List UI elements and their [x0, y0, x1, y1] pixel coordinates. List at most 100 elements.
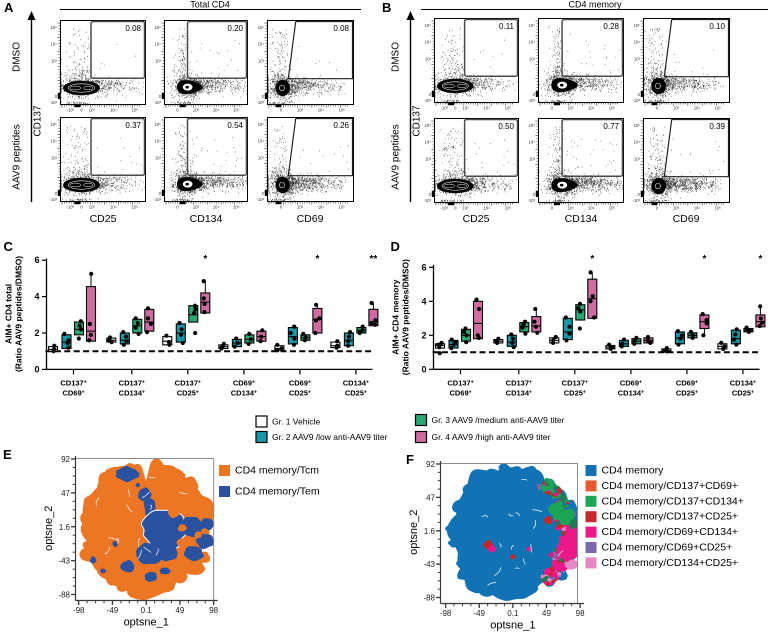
svg-text:0: 0 [638, 192, 641, 197]
svg-text:CD69+: CD69+ [449, 388, 471, 397]
svg-text:0: 0 [533, 92, 536, 97]
svg-text:CD25+: CD25+ [676, 388, 698, 397]
svg-text:0: 0 [262, 94, 265, 99]
svg-text:10⁵: 10⁵ [634, 123, 641, 128]
svg-text:(Ratio AAV9 peptides/DMSO): (Ratio AAV9 peptides/DMSO) [14, 256, 24, 372]
svg-text:-10³: -10³ [440, 106, 448, 111]
svg-text:0: 0 [55, 191, 58, 196]
svg-text:10⁵: 10⁵ [258, 25, 265, 30]
svg-text:**: ** [370, 254, 378, 265]
svg-text:0: 0 [55, 94, 58, 99]
svg-text:0.08: 0.08 [333, 24, 349, 33]
svg-text:98: 98 [576, 609, 585, 618]
svg-text:CD25: CD25 [463, 213, 490, 225]
svg-text:CD134: CD134 [565, 213, 598, 225]
svg-text:10³: 10³ [634, 56, 641, 61]
svg-text:2: 2 [421, 330, 426, 340]
svg-text:10³: 10³ [673, 106, 680, 111]
svg-text:10⁵: 10⁵ [715, 106, 722, 111]
svg-text:10⁴: 10⁴ [588, 106, 595, 111]
svg-text:CD25+: CD25+ [345, 388, 367, 397]
svg-text:0.08: 0.08 [125, 24, 141, 33]
svg-text:10⁴: 10⁴ [258, 41, 265, 46]
svg-text:0: 0 [262, 191, 265, 196]
svg-text:10⁵: 10⁵ [425, 123, 432, 128]
svg-text:CD4 memory/CD69+CD134+: CD4 memory/CD69+CD134+ [602, 526, 739, 538]
svg-text:10³: 10³ [155, 58, 162, 63]
svg-text:0: 0 [80, 205, 83, 210]
svg-text:DMSO: DMSO [391, 42, 402, 72]
svg-text:0: 0 [638, 92, 641, 97]
svg-text:10³: 10³ [193, 205, 200, 210]
svg-text:0: 0 [176, 108, 179, 113]
svg-text:10³: 10³ [529, 56, 536, 61]
svg-text:0.20: 0.20 [227, 24, 243, 33]
svg-text:0.39: 0.39 [709, 122, 725, 131]
svg-text:0.50: 0.50 [498, 122, 514, 131]
svg-text:*: * [315, 254, 319, 265]
svg-text:0.37: 0.37 [125, 121, 141, 130]
svg-text:CD69+: CD69+ [289, 378, 311, 387]
svg-text:10⁴: 10⁴ [529, 39, 536, 44]
svg-text:-10³: -10³ [633, 98, 641, 103]
svg-text:CD4 memory/CD134+CD25+: CD4 memory/CD134+CD25+ [602, 557, 739, 569]
svg-text:CD134+: CD134+ [343, 378, 369, 387]
svg-text:10³: 10³ [155, 155, 162, 160]
svg-text:10⁴: 10⁴ [155, 138, 162, 143]
svg-text:10³: 10³ [673, 206, 680, 211]
svg-text:0: 0 [551, 206, 554, 211]
svg-text:CD134+: CD134+ [119, 388, 145, 397]
svg-text:CD137+: CD137+ [175, 378, 201, 387]
svg-text:10³: 10³ [89, 205, 96, 210]
svg-text:CD69+: CD69+ [62, 388, 84, 397]
svg-text:AIM+ CD4 memory: AIM+ CD4 memory [391, 279, 401, 355]
svg-text:CD137: CD137 [412, 105, 423, 137]
svg-text:CD25+: CD25+ [289, 388, 311, 397]
svg-text:0.1: 0.1 [507, 609, 519, 618]
svg-text:CD4 memory: CD4 memory [602, 465, 665, 477]
svg-text:47: 47 [61, 489, 70, 498]
svg-text:CD134+: CD134+ [506, 388, 532, 397]
svg-text:CD69: CD69 [673, 213, 700, 225]
svg-text:CD69+: CD69+ [676, 378, 698, 387]
svg-text:CD69+: CD69+ [233, 378, 255, 387]
svg-text:CD69+: CD69+ [620, 378, 642, 387]
svg-text:10⁵: 10⁵ [505, 106, 512, 111]
svg-text:49: 49 [175, 606, 184, 615]
svg-text:10⁴: 10⁴ [155, 41, 162, 46]
svg-text:47: 47 [426, 493, 435, 502]
svg-text:10³: 10³ [89, 108, 96, 113]
svg-text:-10³: -10³ [154, 197, 162, 202]
svg-text:10⁵: 10⁵ [339, 205, 346, 210]
svg-text:92: 92 [426, 460, 435, 469]
svg-text:10⁴: 10⁴ [213, 108, 220, 113]
svg-text:10⁴: 10⁴ [213, 205, 220, 210]
svg-text:0: 0 [280, 108, 283, 113]
svg-text:10⁵: 10⁵ [425, 23, 432, 28]
svg-text:10⁴: 10⁴ [483, 106, 490, 111]
svg-text:A: A [4, 0, 14, 15]
svg-text:-49: -49 [473, 609, 485, 618]
svg-text:10⁴: 10⁴ [51, 41, 58, 46]
svg-text:4: 4 [34, 292, 39, 302]
svg-text:10⁵: 10⁵ [258, 122, 265, 127]
svg-text:0: 0 [159, 94, 162, 99]
svg-text:0: 0 [80, 108, 83, 113]
svg-text:10³: 10³ [51, 155, 58, 160]
svg-text:10³: 10³ [297, 108, 304, 113]
svg-text:10³: 10³ [634, 156, 641, 161]
svg-text:CD134+: CD134+ [231, 388, 257, 397]
svg-text:*: * [203, 254, 207, 265]
svg-text:10⁴: 10⁴ [318, 205, 325, 210]
svg-text:10³: 10³ [425, 56, 432, 61]
svg-text:10⁵: 10⁵ [505, 206, 512, 211]
svg-text:CD137+: CD137+ [447, 378, 473, 387]
svg-text:0: 0 [454, 206, 457, 211]
svg-text:10⁴: 10⁴ [483, 206, 490, 211]
svg-text:CD137+: CD137+ [60, 378, 86, 387]
svg-text:10³: 10³ [193, 108, 200, 113]
svg-text:10³: 10³ [462, 106, 469, 111]
svg-text:-98: -98 [440, 609, 452, 618]
svg-text:CD4 memory/CD137+CD25+: CD4 memory/CD137+CD25+ [602, 511, 739, 523]
svg-text:CD4 memory/CD137+CD134+: CD4 memory/CD137+CD134+ [602, 495, 744, 507]
